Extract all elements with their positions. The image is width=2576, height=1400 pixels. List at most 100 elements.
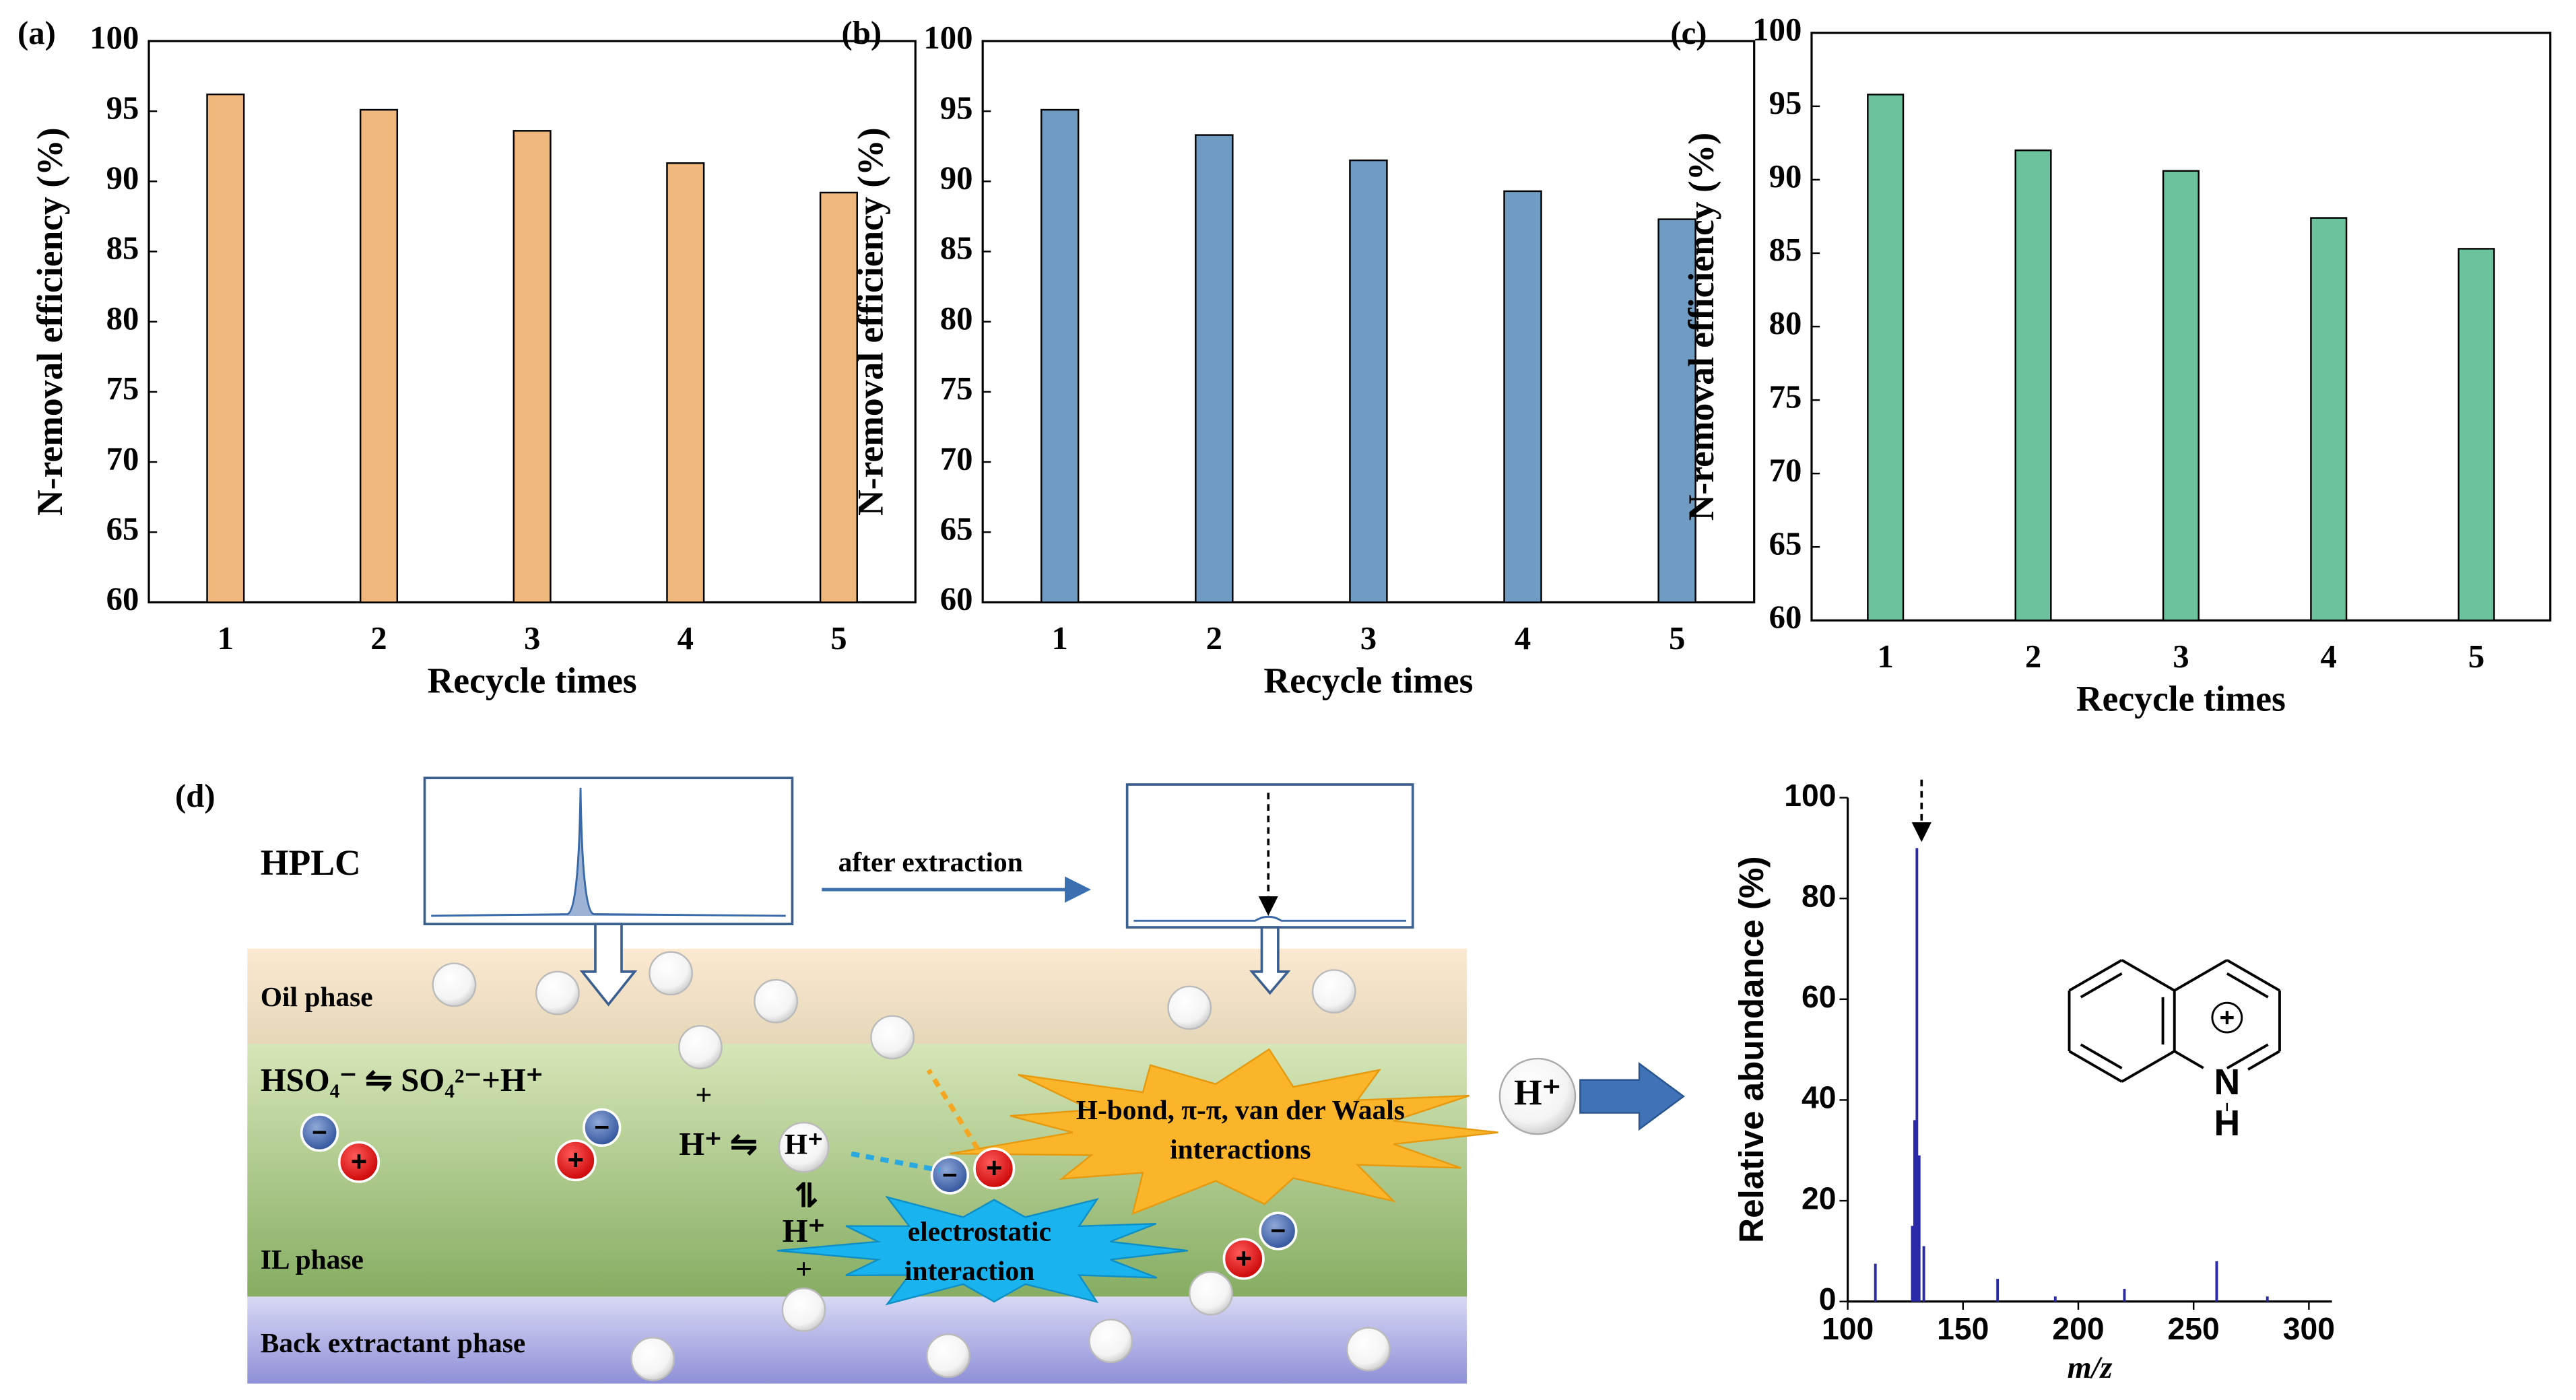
bond xyxy=(2068,1050,2123,1083)
panel-label: (c) xyxy=(1670,15,1707,51)
y-tick-label: 65 xyxy=(940,510,973,547)
bar xyxy=(1041,108,1080,603)
panel-label: (a) xyxy=(18,15,56,51)
x-tick-label: 1 xyxy=(218,620,234,657)
x-tick-label: 250 xyxy=(2168,1311,2220,1346)
bar xyxy=(206,93,245,603)
y-tick-label: 65 xyxy=(106,510,139,547)
charge: + xyxy=(2219,1003,2235,1032)
x-axis-label: Recycle times xyxy=(2076,678,2286,719)
cation xyxy=(337,1141,381,1183)
y-tick-label: 80 xyxy=(1769,305,1802,341)
cation-sign: + xyxy=(351,1145,367,1177)
x-tick-label: 100 xyxy=(1822,1311,1874,1346)
x-axis-label: Recycle times xyxy=(1263,661,1473,701)
y-tick-label: 65 xyxy=(1769,525,1802,562)
cation-sign: + xyxy=(1236,1242,1252,1274)
sphere xyxy=(926,1333,970,1378)
interaction-label: interaction xyxy=(904,1255,1034,1286)
bond xyxy=(2247,1050,2280,1071)
y-tick-label: 80 xyxy=(1802,878,1837,913)
y-tick-label: 90 xyxy=(1769,158,1802,195)
y-tick-label: 70 xyxy=(940,440,973,477)
y-tick-label: 60 xyxy=(1769,599,1802,635)
x-tick-label: 4 xyxy=(678,620,694,657)
bond xyxy=(2121,1050,2175,1083)
y-tick-label: 100 xyxy=(923,20,972,56)
vertical-equilibrium: ⇌ xyxy=(789,1181,825,1209)
charge-circle xyxy=(2211,1001,2243,1034)
interaction-label: H-bond, π-π, van der Waals xyxy=(1076,1094,1405,1125)
after-extraction: after extraction xyxy=(838,846,1023,877)
x-axis-label: Recycle times xyxy=(428,661,637,701)
y-tick-label: 90 xyxy=(940,160,973,197)
x-tick-label: 5 xyxy=(830,620,847,657)
y-tick-label: 95 xyxy=(940,90,973,126)
hplc-trace xyxy=(1133,915,1406,922)
y-tick-label: 100 xyxy=(90,20,139,56)
sphere xyxy=(649,951,693,996)
y-tick-label: 60 xyxy=(940,581,973,618)
x-tick-label: 1 xyxy=(1052,620,1068,657)
down-arrow xyxy=(1249,926,1291,995)
double-bond xyxy=(2226,1043,2269,1070)
equation: HSO₄⁻ ⇋ SO₄²⁻+H⁺ xyxy=(261,1062,543,1098)
hplc-peak xyxy=(431,787,786,917)
proton: H⁺ xyxy=(783,1213,826,1249)
y-tick-label: 90 xyxy=(106,160,139,197)
y-tick-label: 75 xyxy=(106,370,139,407)
equation: H⁺ ⇋ xyxy=(679,1126,758,1162)
hplc-box xyxy=(423,776,794,926)
quinolinium xyxy=(2068,959,2281,1083)
interaction-label: interactions xyxy=(1170,1133,1311,1164)
y-axis-label: Relative abundance (%) xyxy=(1732,856,1771,1242)
y-tick-label: 85 xyxy=(106,230,139,267)
cation-sign: + xyxy=(568,1144,584,1176)
bar xyxy=(2310,217,2348,622)
y-tick-label: 100 xyxy=(1752,11,1802,48)
y-tick-label: 85 xyxy=(1769,232,1802,268)
anion-sign: − xyxy=(312,1118,327,1147)
sphere xyxy=(1189,1271,1233,1316)
proton: H⁺ xyxy=(785,1129,823,1161)
anion-sign: − xyxy=(1270,1217,1286,1246)
y-axis-label: N-removal efficiency (%) xyxy=(851,127,891,516)
y-axis-label: N-removal efficiency (%) xyxy=(1681,133,1721,521)
y-tick-label: 75 xyxy=(940,370,973,407)
x-tick-label: 4 xyxy=(2321,638,2337,675)
y-tick-label: 70 xyxy=(106,440,139,477)
bond xyxy=(2173,959,2228,992)
x-tick-label: 3 xyxy=(2173,638,2189,675)
atom-h: H xyxy=(2214,1103,2240,1143)
cation xyxy=(554,1139,597,1182)
y-tick-label: 95 xyxy=(106,90,139,126)
bar xyxy=(2014,149,2052,622)
panel-label: (d) xyxy=(175,778,216,814)
plus: + xyxy=(795,1253,812,1286)
hplc-box xyxy=(1125,783,1414,929)
anion-sign: − xyxy=(594,1113,609,1142)
x-tick-label: 2 xyxy=(1206,620,1222,657)
anion xyxy=(930,1156,970,1195)
x-tick-label: 200 xyxy=(2052,1311,2104,1346)
x-tick-label: 5 xyxy=(2468,638,2484,675)
y-tick-label: 60 xyxy=(106,581,139,618)
bar xyxy=(1867,94,1905,622)
y-tick-label: 40 xyxy=(1802,1080,1837,1115)
sphere xyxy=(678,1025,723,1069)
y-axis-label: N-removal efficiency (%) xyxy=(30,127,70,516)
bar xyxy=(1503,190,1542,603)
anion xyxy=(583,1108,622,1147)
phase-label: Oil phase xyxy=(261,981,373,1012)
bar xyxy=(666,162,705,603)
y-tick-label: 70 xyxy=(1769,452,1802,488)
x-tick-label: 3 xyxy=(524,620,540,657)
bar xyxy=(359,108,399,603)
proton-sphere xyxy=(1498,1057,1577,1135)
sphere xyxy=(1167,985,1212,1030)
proton: H⁺ xyxy=(1514,1072,1561,1112)
dotted-arrow xyxy=(926,1069,980,1151)
panel-label: (b) xyxy=(842,15,882,51)
bar xyxy=(1195,134,1234,603)
